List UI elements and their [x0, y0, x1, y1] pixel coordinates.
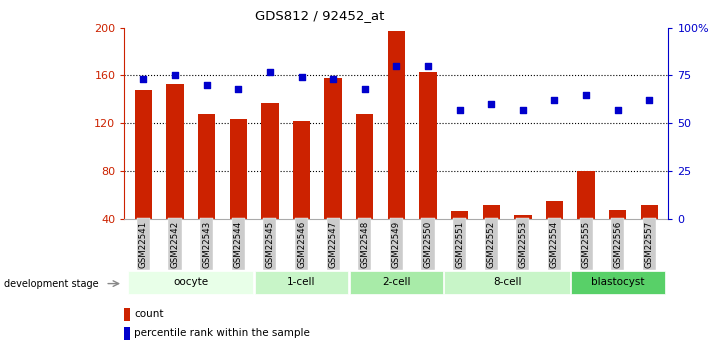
Bar — [419, 72, 437, 267]
Bar — [134, 90, 152, 267]
Bar — [577, 171, 595, 267]
Bar — [609, 209, 626, 267]
Text: GSM22545: GSM22545 — [265, 220, 274, 268]
FancyBboxPatch shape — [571, 272, 665, 294]
Text: development stage: development stage — [4, 279, 98, 288]
Bar — [514, 216, 532, 267]
Text: percentile rank within the sample: percentile rank within the sample — [134, 328, 310, 338]
Point — [422, 63, 434, 69]
FancyBboxPatch shape — [444, 272, 570, 294]
FancyBboxPatch shape — [128, 272, 253, 294]
Point — [643, 98, 655, 103]
Bar — [641, 205, 658, 267]
Text: GSM22556: GSM22556 — [614, 220, 622, 268]
Point — [390, 63, 402, 69]
Point — [264, 69, 276, 75]
Point — [328, 77, 339, 82]
Text: GSM22544: GSM22544 — [234, 220, 242, 268]
Text: GSM22549: GSM22549 — [392, 220, 401, 268]
Point — [517, 107, 528, 113]
Bar — [261, 103, 279, 267]
Point — [486, 101, 497, 107]
Text: 1-cell: 1-cell — [287, 277, 316, 287]
Bar — [198, 114, 215, 267]
Text: GSM22541: GSM22541 — [139, 220, 148, 268]
Text: 8-cell: 8-cell — [493, 277, 521, 287]
Bar — [483, 205, 500, 267]
Text: GSM22550: GSM22550 — [424, 220, 432, 268]
Point — [296, 75, 307, 80]
Point — [549, 98, 560, 103]
Text: oocyte: oocyte — [173, 277, 208, 287]
FancyBboxPatch shape — [255, 272, 348, 294]
Point — [169, 73, 181, 78]
Point — [138, 77, 149, 82]
Bar — [451, 211, 469, 267]
Text: GDS812 / 92452_at: GDS812 / 92452_at — [255, 9, 385, 22]
Text: GSM22552: GSM22552 — [487, 220, 496, 268]
Text: GSM22547: GSM22547 — [328, 220, 338, 268]
Text: 2-cell: 2-cell — [382, 277, 411, 287]
Point — [201, 82, 213, 88]
Text: GSM22543: GSM22543 — [202, 220, 211, 268]
Text: GSM22557: GSM22557 — [645, 220, 654, 268]
Bar — [356, 114, 373, 267]
Bar — [230, 119, 247, 267]
Bar — [124, 308, 130, 321]
Point — [580, 92, 592, 97]
Text: GSM22551: GSM22551 — [455, 220, 464, 268]
Text: GSM22542: GSM22542 — [171, 220, 179, 268]
Text: GSM22548: GSM22548 — [360, 220, 369, 268]
Point — [232, 86, 244, 92]
Bar — [124, 327, 130, 340]
Text: blastocyst: blastocyst — [591, 277, 644, 287]
Bar — [546, 201, 563, 267]
Point — [612, 107, 624, 113]
Bar — [166, 84, 183, 267]
Bar — [293, 121, 310, 267]
Text: count: count — [134, 309, 164, 319]
Text: GSM22553: GSM22553 — [518, 220, 528, 268]
Text: GSM22555: GSM22555 — [582, 220, 591, 268]
Text: GSM22554: GSM22554 — [550, 220, 559, 268]
Point — [454, 107, 465, 113]
Text: GSM22546: GSM22546 — [297, 220, 306, 268]
Point — [359, 86, 370, 92]
FancyBboxPatch shape — [350, 272, 443, 294]
Bar — [387, 31, 405, 267]
Bar — [324, 78, 342, 267]
